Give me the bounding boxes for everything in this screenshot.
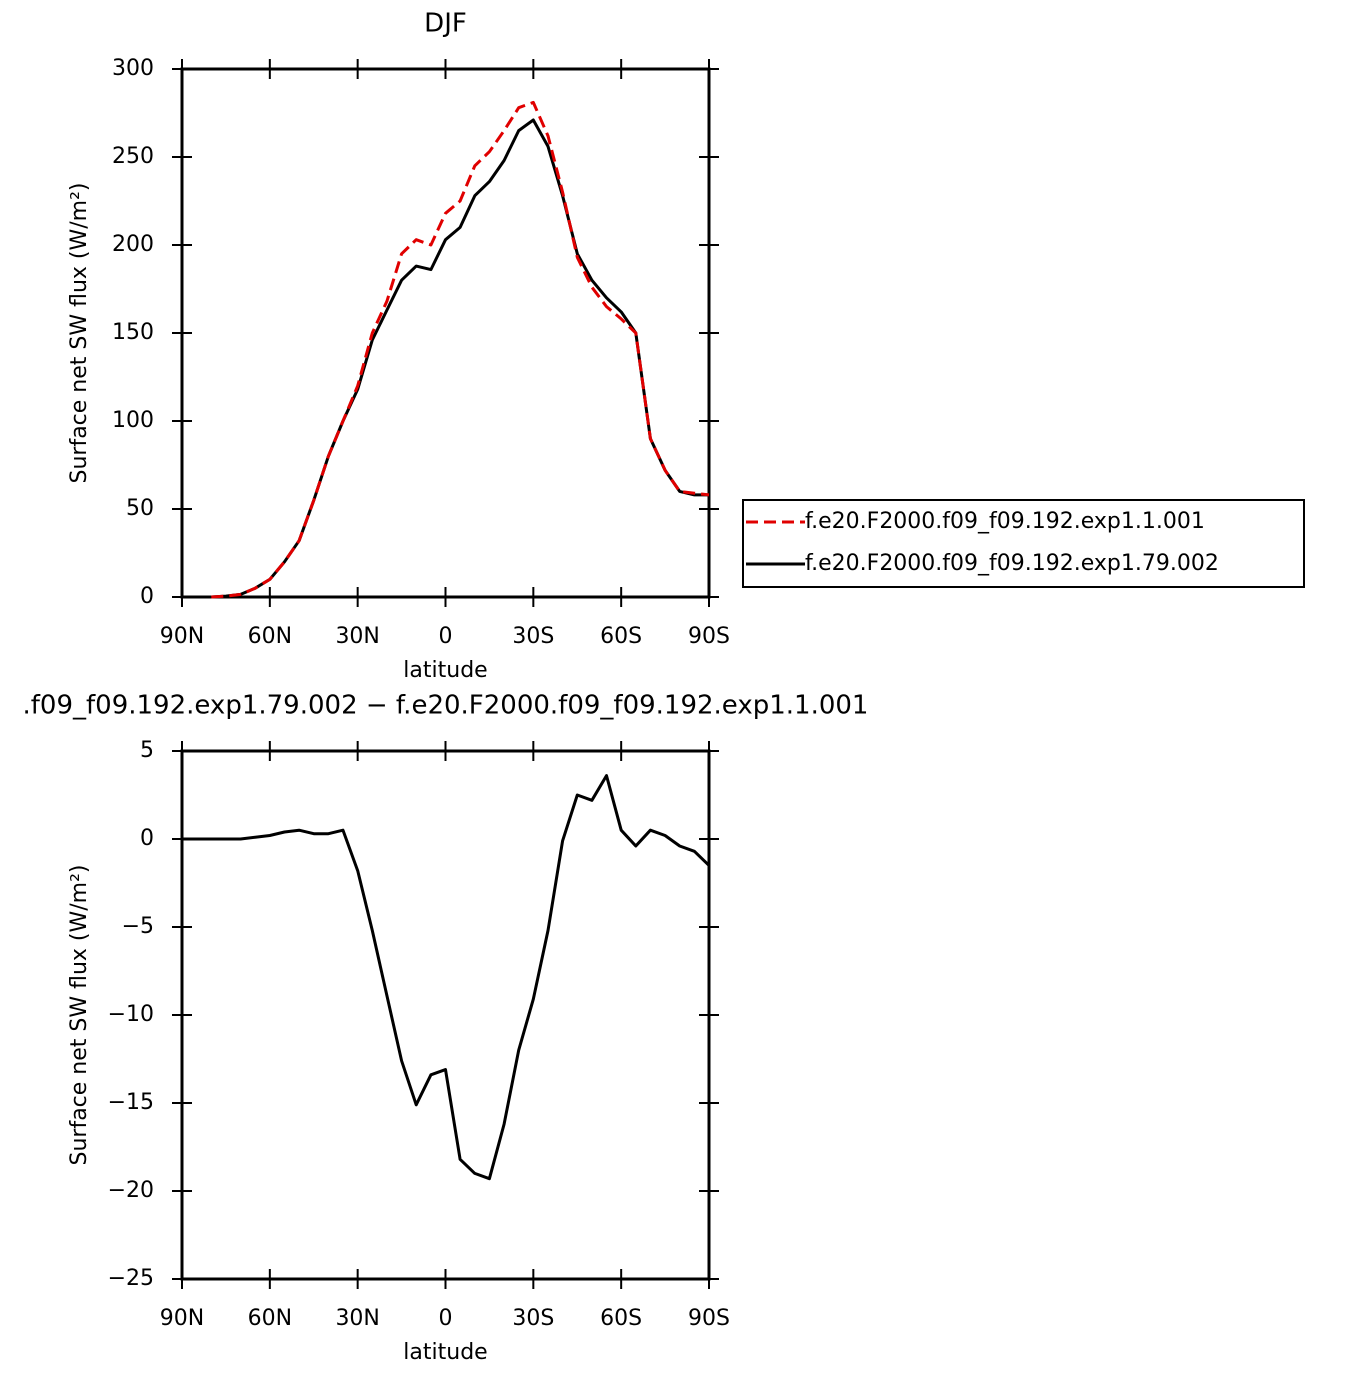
y-tick-label: −15 bbox=[108, 1090, 154, 1115]
x-tick-label: 90N bbox=[160, 1306, 204, 1331]
data-line bbox=[211, 118, 709, 599]
x-tick-label: 60S bbox=[600, 624, 642, 649]
legend-label: f.e20.F2000.f09_f09.192.exp1.79.002 bbox=[805, 551, 1219, 576]
legend-label: f.e20.F2000.f09_f09.192.exp1.1.001 bbox=[805, 509, 1205, 534]
y-tick-label: 200 bbox=[112, 232, 154, 257]
chart-title: .f09_f09.192.exp1.79.002 − f.e20.F2000.f… bbox=[23, 691, 869, 721]
y-tick-label: 300 bbox=[112, 56, 154, 81]
chart-title: DJF bbox=[424, 9, 467, 39]
y-tick-label: 100 bbox=[112, 408, 154, 433]
y-tick-label: 0 bbox=[140, 826, 154, 851]
x-tick-label: 30S bbox=[512, 624, 554, 649]
y-tick-label: 50 bbox=[126, 496, 154, 521]
x-tick-label: 0 bbox=[439, 624, 453, 649]
y-tick-label: −25 bbox=[108, 1266, 154, 1291]
x-tick-label: 90N bbox=[160, 624, 204, 649]
legend-box bbox=[742, 499, 1305, 588]
y-tick-label: 150 bbox=[112, 320, 154, 345]
y-tick-label: 5 bbox=[140, 738, 154, 763]
x-tick-label: 90S bbox=[688, 1306, 730, 1331]
y-tick-label: 0 bbox=[140, 584, 154, 609]
x-tick-label: 0 bbox=[439, 1306, 453, 1331]
x-axis-label: latitude bbox=[403, 1340, 487, 1365]
x-axis-label: latitude bbox=[403, 658, 487, 683]
x-tick-label: 60N bbox=[248, 1306, 292, 1331]
x-tick-label: 30S bbox=[512, 1306, 554, 1331]
plot-frame bbox=[180, 67, 711, 599]
y-tick-label: −10 bbox=[108, 1002, 154, 1027]
x-tick-label: 90S bbox=[688, 624, 730, 649]
y-tick-label: −20 bbox=[108, 1178, 154, 1203]
plot-frame bbox=[180, 749, 711, 1281]
y-tick-label: −5 bbox=[122, 914, 154, 939]
x-tick-label: 60N bbox=[248, 624, 292, 649]
x-tick-label: 60S bbox=[600, 1306, 642, 1331]
data-line bbox=[211, 100, 710, 599]
y-tick-label: 250 bbox=[112, 144, 154, 169]
x-tick-label: 30N bbox=[335, 1306, 379, 1331]
x-tick-label: 30N bbox=[335, 624, 379, 649]
y-axis-label: Surface net SW flux (W/m²) bbox=[67, 864, 92, 1165]
data-line bbox=[182, 774, 711, 1181]
y-axis-label: Surface net SW flux (W/m²) bbox=[67, 182, 92, 483]
